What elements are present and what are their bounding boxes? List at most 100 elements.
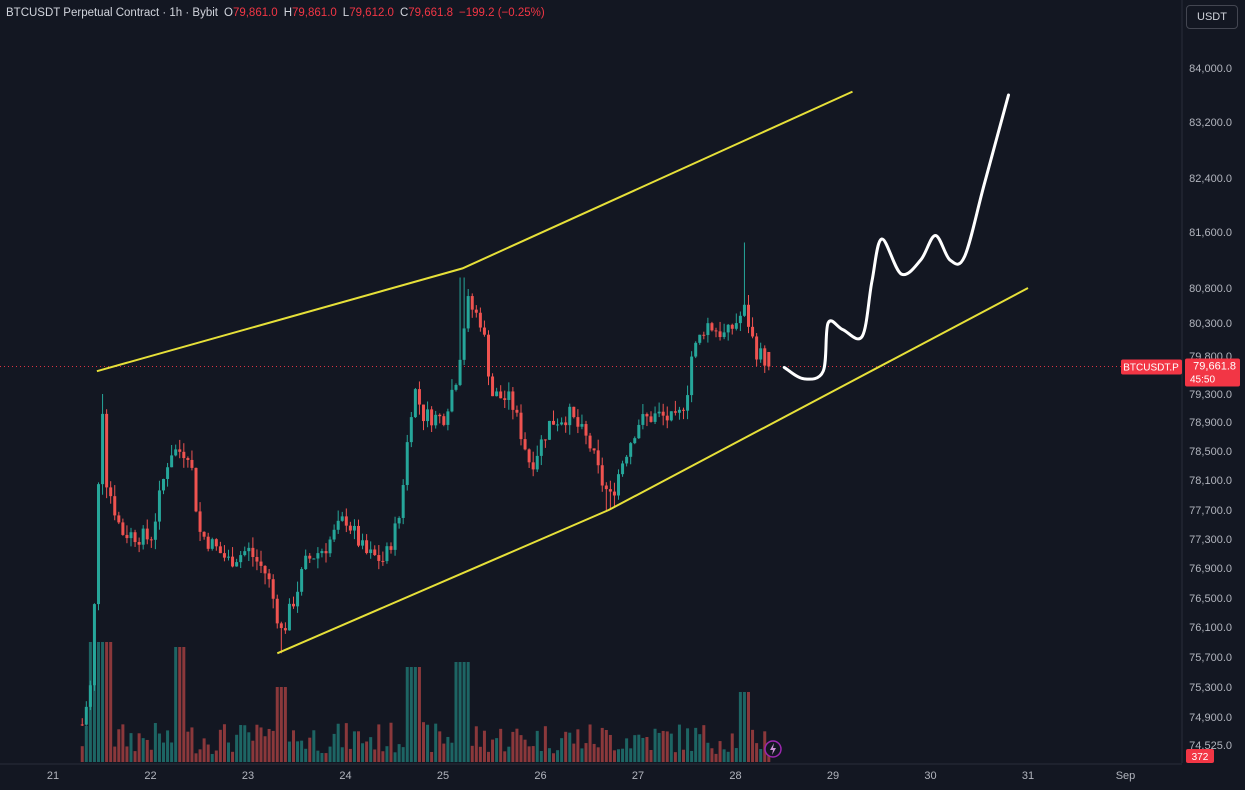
candle-body	[547, 420, 551, 440]
volume-bar	[661, 730, 665, 762]
candle-body	[145, 528, 149, 540]
candle-body	[320, 551, 324, 554]
candle-body	[255, 557, 259, 562]
candle-body	[629, 443, 633, 457]
volume-bar	[552, 753, 555, 762]
volume-bar	[287, 741, 291, 762]
y-tick-label: 77,700.0	[1189, 505, 1232, 517]
volume-bar	[385, 746, 389, 762]
candle-body	[523, 439, 527, 450]
volume-bar	[503, 751, 507, 762]
x-tick-label: 23	[242, 770, 254, 782]
volume-bar	[413, 667, 417, 762]
legend-header: BTCUSDT Perpetual Contract · 1h · Bybit …	[6, 7, 545, 19]
volume-bar	[214, 750, 218, 762]
candle-body	[564, 422, 568, 426]
volume-bar	[474, 726, 478, 762]
candle-body	[706, 323, 710, 336]
time-axis-bg	[0, 763, 1245, 790]
volume-bar	[572, 743, 576, 762]
axis-badges: BTCUSDT.P 79,661.8 45:50 372	[764, 358, 1240, 763]
volume-bar	[600, 727, 604, 762]
candle-body	[450, 389, 454, 412]
volume-bar	[113, 746, 117, 762]
x-tick-label: 26	[534, 770, 546, 782]
volume-bar	[336, 723, 340, 762]
projection-curve	[782, 93, 1010, 381]
currency-unit-button[interactable]: USDT	[1186, 5, 1238, 29]
candle-body	[344, 516, 348, 526]
candle-body	[759, 348, 763, 360]
volume-bar	[259, 727, 263, 762]
volume-bar	[401, 747, 405, 762]
candle-body	[174, 449, 178, 456]
volume-bar	[198, 749, 202, 762]
volume-bar	[222, 724, 226, 762]
candle-body	[304, 555, 308, 570]
candle-body	[422, 404, 425, 422]
volume-bar	[499, 728, 503, 762]
volume-bar	[304, 748, 308, 762]
volume-bar	[543, 726, 547, 762]
volume-bar	[478, 746, 482, 762]
volume-bar	[92, 642, 96, 762]
candle-body	[162, 478, 165, 491]
candle-body	[657, 411, 661, 414]
candle-body	[84, 706, 88, 725]
candle-body	[352, 525, 356, 531]
candle-body	[495, 391, 499, 397]
candle-body	[503, 398, 507, 400]
y-tick-label: 75,700.0	[1189, 652, 1232, 664]
candle-body	[625, 456, 629, 464]
symbol-title[interactable]: BTCUSDT Perpetual Contract · 1h · Bybit	[6, 7, 218, 19]
candle-body	[531, 462, 535, 470]
candle-body	[141, 528, 145, 545]
x-tick-label: 22	[144, 770, 156, 782]
candle-body	[393, 523, 397, 550]
candle-body	[190, 459, 194, 468]
candle-body	[121, 522, 125, 535]
candle-body	[178, 449, 182, 452]
volume-bar	[409, 667, 413, 762]
lightning-icon[interactable]	[764, 740, 782, 758]
candle-body	[612, 491, 616, 496]
y-tick-label: 77,300.0	[1189, 534, 1232, 546]
candle-body	[491, 376, 495, 397]
candle-body	[535, 455, 539, 470]
y-tick-label: 75,300.0	[1189, 682, 1232, 694]
volume-bar	[352, 731, 356, 762]
volume-bar	[389, 722, 393, 762]
candle-body	[604, 485, 608, 490]
x-tick-label: 24	[339, 770, 351, 782]
candle-body	[417, 389, 421, 405]
candle-body	[698, 334, 702, 343]
y-tick-label: 80,300.0	[1189, 318, 1232, 330]
volume-bar	[535, 730, 539, 762]
candle-body	[527, 449, 531, 463]
volume-bar	[515, 728, 519, 762]
volume-bar	[604, 729, 608, 762]
volume-bar	[560, 738, 564, 762]
candle-body	[271, 579, 275, 599]
candle-body	[296, 591, 300, 607]
candle-body	[409, 417, 413, 443]
volume-bar	[470, 745, 474, 762]
volume-bar	[190, 727, 194, 762]
candle-body	[125, 534, 129, 539]
candle-body	[690, 356, 694, 396]
volume-bar	[738, 692, 742, 762]
volume-bar	[133, 751, 137, 762]
candle-body	[507, 391, 511, 400]
volume-bar	[669, 733, 673, 762]
candle-body	[373, 549, 377, 556]
volume-bar	[405, 667, 409, 762]
candle-body	[251, 547, 255, 558]
volume-bar	[531, 746, 535, 762]
volume-bar	[726, 751, 730, 762]
x-tick-label: 27	[632, 770, 644, 782]
candle-body	[243, 551, 247, 556]
candle-body	[694, 342, 698, 357]
volume-bar	[527, 746, 531, 762]
volume-bar	[194, 753, 198, 762]
